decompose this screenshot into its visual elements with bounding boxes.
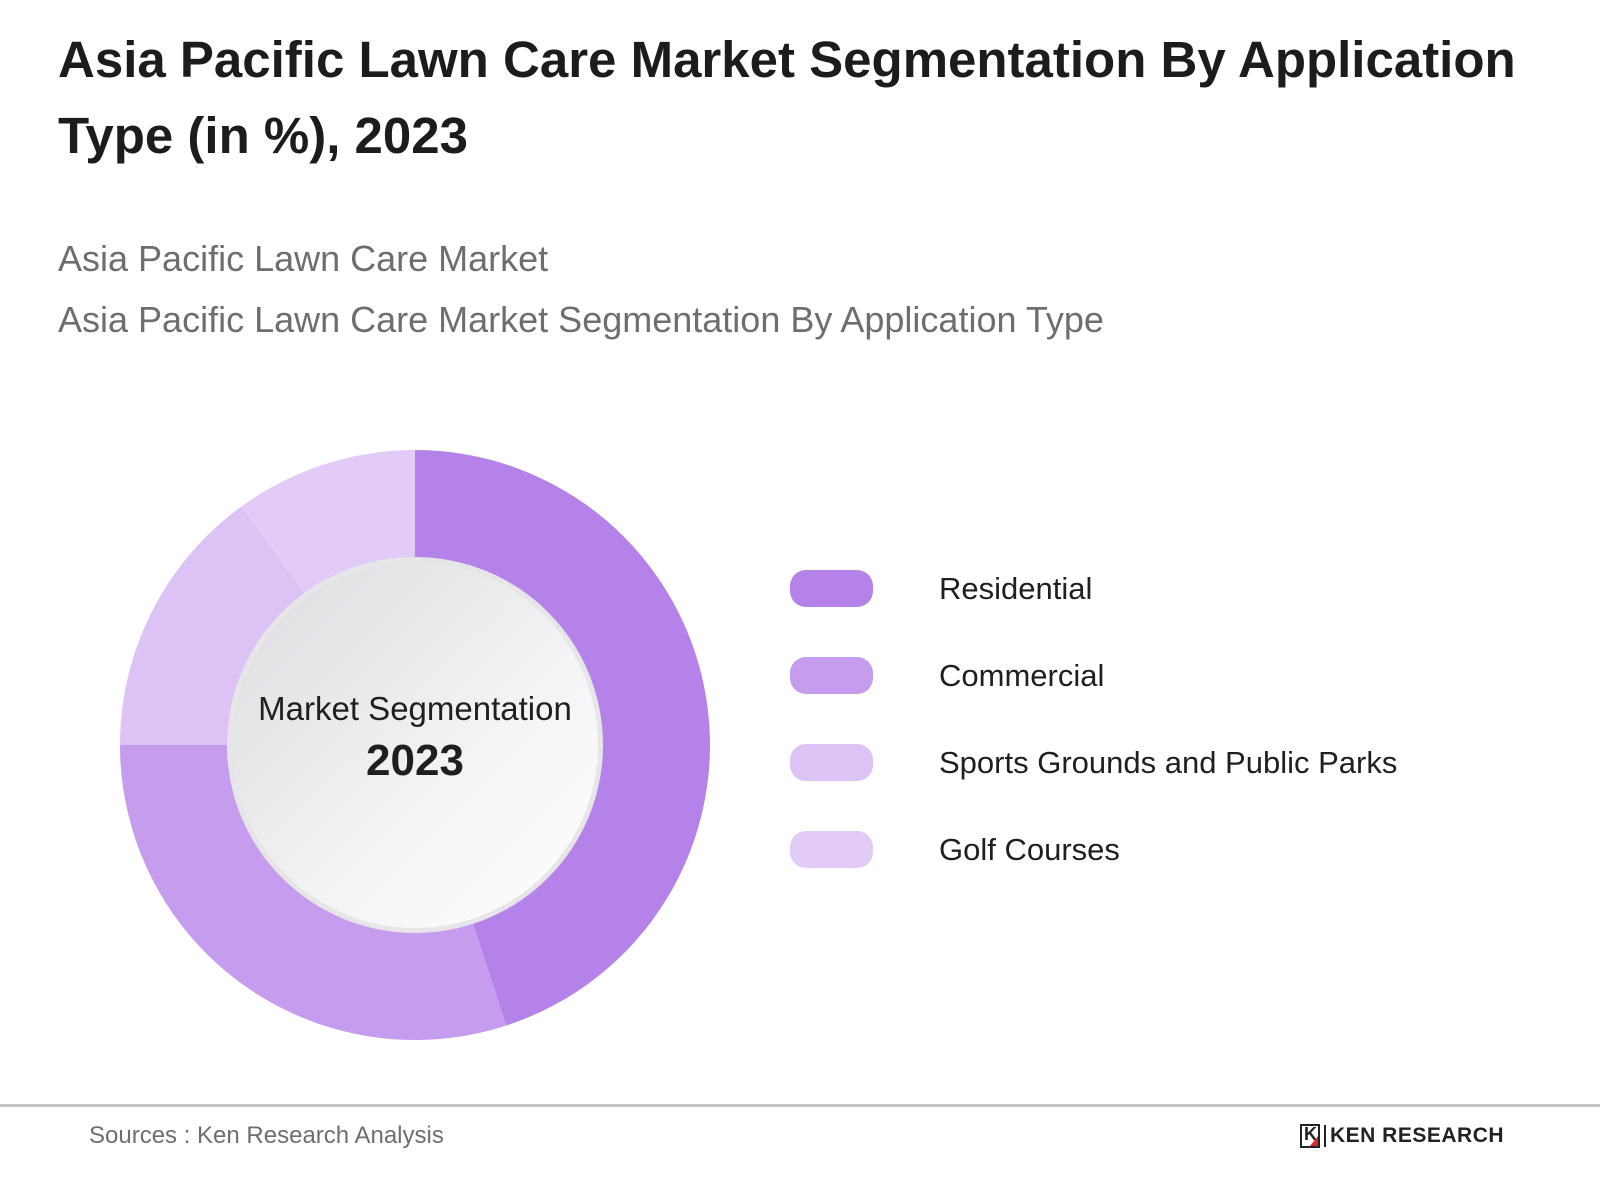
donut-chart: Market Segmentation 2023 <box>118 448 712 1042</box>
legend-item-commercial: Commercial <box>790 657 1397 694</box>
legend-label-sports-grounds: Sports Grounds and Public Parks <box>939 744 1398 780</box>
footer-divider <box>0 1104 1600 1107</box>
ken-research-logo: K KEN RESEARCH <box>1300 1124 1504 1148</box>
chart-subtitle-segmentation: Asia Pacific Lawn Care Market Segmentati… <box>58 299 1104 340</box>
legend-item-golf-courses: Golf Courses <box>790 831 1397 868</box>
legend-label-commercial: Commercial <box>939 657 1105 693</box>
legend-swatch-sports-grounds <box>790 744 873 781</box>
legend-swatch-residential <box>790 570 873 607</box>
center-circle <box>232 562 598 928</box>
logo-text: KEN RESEARCH <box>1330 1124 1505 1147</box>
legend-swatch-golf-courses <box>790 831 873 868</box>
logo-k-icon: K <box>1300 1124 1320 1148</box>
legend-label-golf-courses: Golf Courses <box>939 831 1120 867</box>
chart-title: Asia Pacific Lawn Care Market Segmentati… <box>58 31 1516 164</box>
legend-item-residential: Residential <box>790 570 1397 607</box>
chart-subtitle-market: Asia Pacific Lawn Care Market <box>58 238 549 279</box>
legend-swatch-commercial <box>790 657 873 694</box>
chart-legend: Residential Commercial Sports Grounds an… <box>790 570 1397 918</box>
legend-item-sports-grounds: Sports Grounds and Public Parks <box>790 744 1397 781</box>
logo-separator <box>1324 1125 1326 1147</box>
source-note: Sources : Ken Research Analysis <box>89 1122 444 1149</box>
legend-label-residential: Residential <box>939 570 1093 606</box>
donut-chart-svg <box>120 450 710 1040</box>
